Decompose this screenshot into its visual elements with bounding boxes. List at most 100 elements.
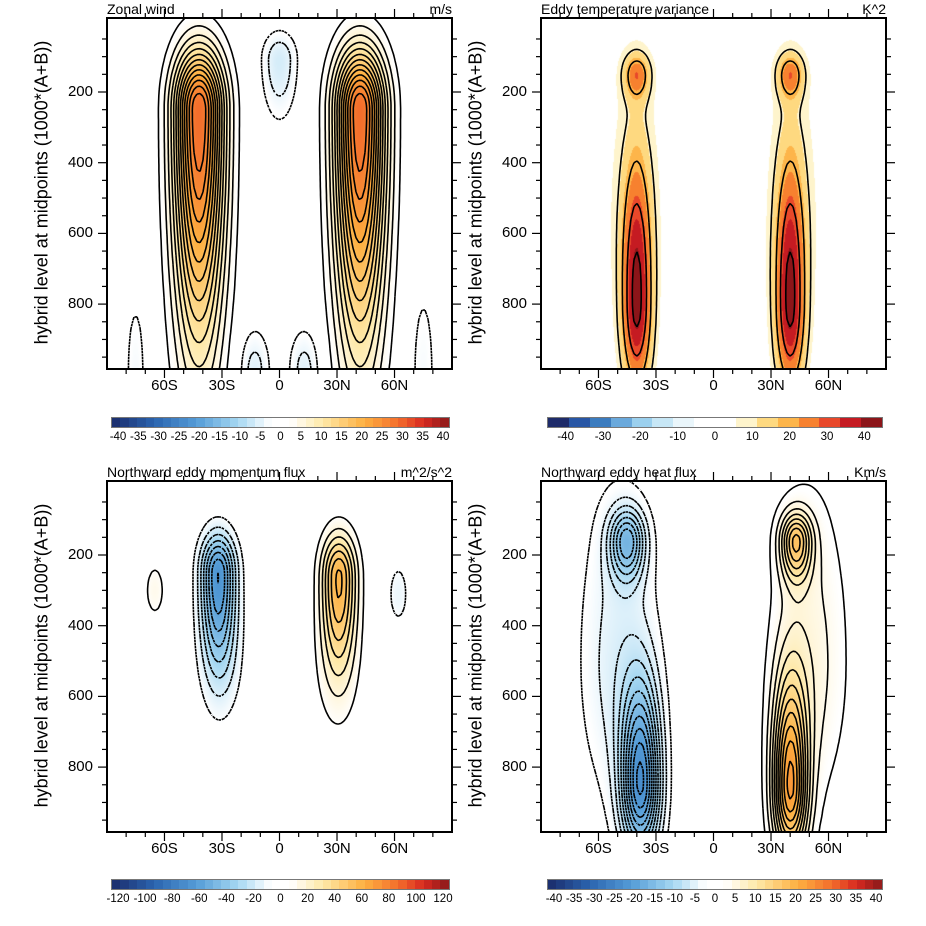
colorbar-bin <box>698 880 707 889</box>
colorbar-bin <box>288 880 298 889</box>
colorbar-label: 10 <box>314 431 328 443</box>
colorbar-bin <box>815 880 824 889</box>
colorbar-bin <box>347 418 357 427</box>
panel-eddy-momentum-flux: Northward eddy momentum flux m^2/s^2 60S… <box>68 464 461 857</box>
colorbar-bin <box>162 418 171 427</box>
colorbar-bin <box>297 880 306 889</box>
colorbar-bin <box>314 418 323 427</box>
colorbar-bin <box>656 880 665 889</box>
x-tick-label: 60S <box>151 840 178 857</box>
contour-line-neg48 <box>208 551 229 633</box>
colorbar-label: -35 <box>130 431 147 443</box>
colorbar-bin <box>373 880 382 889</box>
colorbar-bin <box>170 880 180 889</box>
colorbar-bin <box>280 418 289 427</box>
contour-line-10 <box>773 518 810 833</box>
colorbar-bin <box>263 418 273 427</box>
colorbar-bin <box>748 880 757 889</box>
x-tick-label: 60N <box>380 840 409 857</box>
colorbar-bin <box>213 418 222 427</box>
contour-line-neg14 <box>619 528 655 833</box>
colorbar-bin <box>773 880 782 889</box>
colorbar-bin <box>631 418 653 427</box>
colorbar-label: -15 <box>211 431 228 443</box>
colorbar-bin <box>714 880 724 889</box>
colorbar-bin <box>556 880 565 889</box>
colorbar-label: -40 <box>109 431 127 443</box>
y-axis-label: hybrid level at midpoints (1000*(A+B)) <box>31 40 52 345</box>
contour-line-neg40 <box>205 545 232 648</box>
colorbar-bin <box>145 880 155 889</box>
colorbar-bin <box>764 880 774 889</box>
colorbar-label: 10 <box>745 431 759 443</box>
colorbar-label: 0 <box>277 893 284 905</box>
x-tick-label: 30S <box>642 377 670 394</box>
x-tick-label: 60S <box>151 377 178 394</box>
panel-eddy-heat-flux: Northward eddy heat flux Km/s 60S 30S 0 30N… <box>502 464 895 857</box>
contour-line-12 <box>175 53 384 322</box>
x-tick-label: 30N <box>323 840 351 857</box>
y-tick-label: 800 <box>501 758 527 776</box>
colorbar-bin <box>112 880 121 889</box>
x-tick-label: 0 <box>709 840 718 857</box>
colorbar-bin <box>137 418 146 427</box>
colorbar-bin <box>381 880 390 889</box>
colorbar-bin <box>120 418 129 427</box>
colorbar-label: -20 <box>245 893 262 905</box>
colorbar-label: -30 <box>585 893 603 905</box>
contour-line-8 <box>771 513 813 833</box>
colorbar-label: 60 <box>355 893 369 905</box>
colorbar-label: 25 <box>375 431 389 443</box>
colorbar-bin <box>305 418 315 427</box>
colorbar-bin <box>398 418 407 427</box>
contour-line-neg8 <box>192 516 407 721</box>
colorbar-bin <box>823 880 832 889</box>
panel-zonal-wind: Zonal wind m/s 60S 30S 0 30N 60N 200 400 600 800 <box>68 1 461 394</box>
colorbar-bin <box>440 418 449 427</box>
colorbar-bin <box>706 880 715 889</box>
contour-line-neg18 <box>629 727 651 819</box>
contour-line-8 <box>170 41 389 368</box>
colorbar-bin <box>196 418 205 427</box>
y-tick-label: 200 <box>501 546 527 563</box>
colorbar-label: -80 <box>163 893 181 905</box>
colorbar-label: -35 <box>565 893 583 905</box>
contour-line-30 <box>626 202 801 357</box>
colorbar-bin <box>356 880 365 889</box>
colorbar-label: -40 <box>545 893 563 905</box>
colorbar-bin <box>389 418 399 427</box>
colorbar-bin <box>798 418 820 427</box>
panel-units: K^2 <box>862 1 886 17</box>
colorbar-bin <box>120 880 129 889</box>
y-tick-label: 600 <box>67 687 93 705</box>
panel-units: Km/s <box>854 464 886 480</box>
y-tick-label: 400 <box>67 153 93 171</box>
contour-line-14 <box>177 58 382 302</box>
colorbar <box>547 879 883 890</box>
contour-line-10 <box>172 47 387 344</box>
contour-line-neg12 <box>615 522 657 833</box>
x-tick-label: 60N <box>814 840 843 857</box>
colorbar-bin <box>840 880 849 889</box>
colorbar-bin <box>196 880 205 889</box>
colorbar-label: 20 <box>301 893 314 905</box>
colorbar-bin <box>305 880 315 889</box>
colorbar-label: -25 <box>170 431 188 443</box>
contour-line-16 <box>318 527 360 698</box>
y-axis-label: hybrid level at midpoints (1000*(A+B)) <box>465 40 486 345</box>
colorbar-label: -20 <box>632 431 649 443</box>
colorbar-bin <box>564 880 574 889</box>
panel-units: m^2/s^2 <box>400 464 452 480</box>
colorbar-bin <box>246 418 256 427</box>
contour-line-12 <box>775 522 808 833</box>
colorbar-label: -25 <box>606 893 623 905</box>
x-tick-label: 0 <box>275 377 284 394</box>
colorbar-label: 0 <box>711 893 719 905</box>
contour-line-16 <box>179 64 380 283</box>
colorbar-bin <box>819 418 841 427</box>
colorbar-label: 20 <box>789 893 802 905</box>
y-tick-label: 400 <box>67 616 93 634</box>
plot-frame <box>540 17 887 370</box>
colorbar-bin <box>398 880 407 889</box>
contour-line-4 <box>163 25 396 370</box>
